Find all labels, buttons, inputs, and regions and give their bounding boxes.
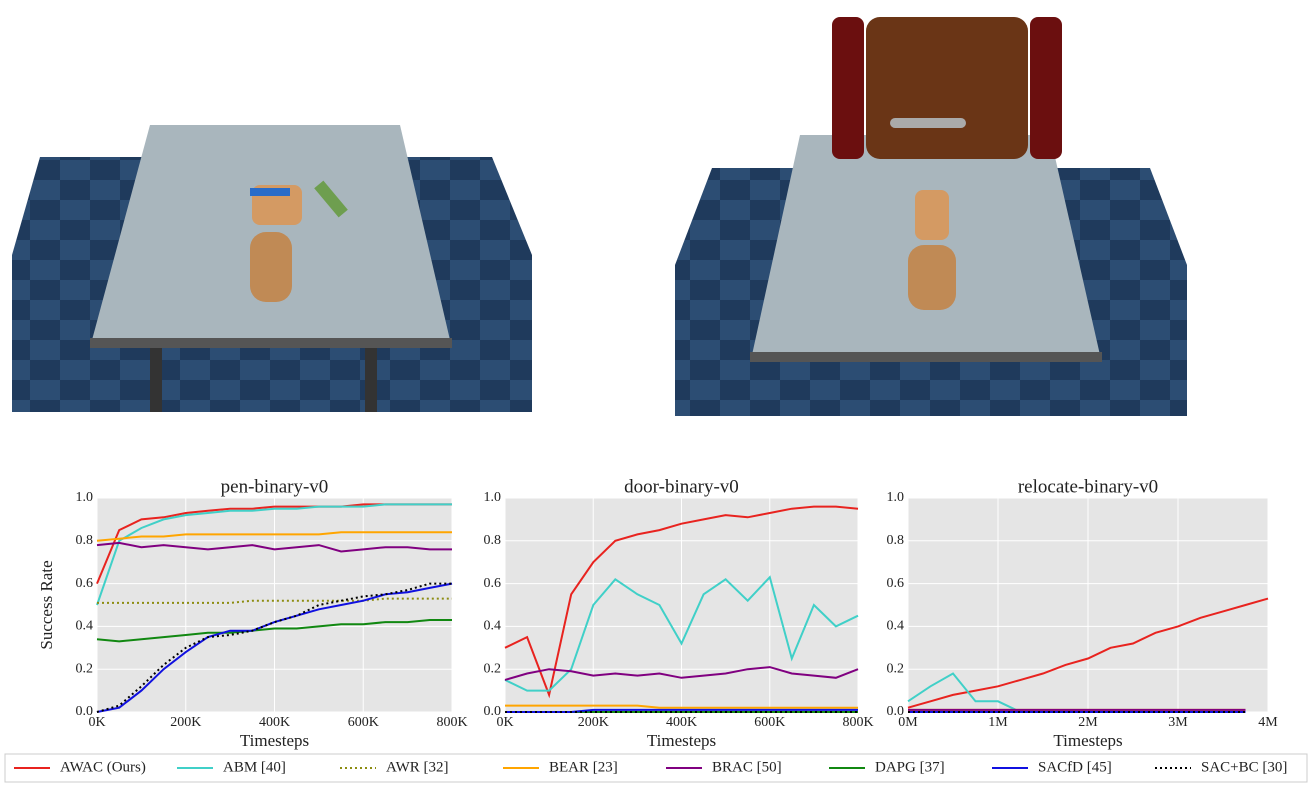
x-tick-label: 800K [436, 715, 467, 730]
x-tick-label: 600K [754, 715, 785, 730]
chart-title: door-binary-v0 [624, 476, 739, 497]
legend-label: DAPG [37] [875, 759, 945, 775]
y-tick-label: 0.8 [484, 533, 502, 548]
x-tick-label: 0K [88, 715, 105, 730]
chart-title: pen-binary-v0 [221, 476, 329, 497]
y-tick-label: 0.2 [484, 661, 502, 676]
y-tick-label: 0.4 [484, 619, 502, 634]
y-tick-label: 0.4 [887, 619, 905, 634]
x-tick-label: 200K [170, 715, 201, 730]
x-axis-label: Timesteps [1053, 731, 1122, 750]
x-tick-label: 3M [1168, 715, 1188, 730]
y-tick-label: 0.6 [484, 576, 502, 591]
x-tick-label: 0M [898, 715, 918, 730]
x-tick-label: 1M [988, 715, 1008, 730]
y-axis-label: Success Rate [37, 560, 56, 649]
y-tick-label: 0.2 [76, 661, 94, 676]
legend-label: AWAC (Ours) [60, 759, 146, 775]
x-tick-label: 400K [259, 715, 290, 730]
y-tick-label: 0.6 [887, 576, 905, 591]
x-tick-label: 200K [578, 715, 609, 730]
y-tick-label: 0.8 [887, 533, 905, 548]
door-scene [675, 17, 1187, 416]
legend-label: ABM [40] [223, 759, 286, 775]
legend-label: BEAR [23] [549, 759, 618, 775]
pen-scene [12, 125, 532, 412]
figure: 0.00.20.40.60.81.00K200K400K600K800Kpen-… [0, 0, 1312, 786]
y-tick-label: 1.0 [887, 490, 905, 505]
y-tick-label: 1.0 [484, 490, 502, 505]
legend-label: BRAC [50] [712, 759, 782, 775]
legend-label: AWR [32] [386, 759, 449, 775]
x-axis-label: Timesteps [240, 731, 309, 750]
x-axis-label: Timesteps [647, 731, 716, 750]
y-tick-label: 0.6 [76, 576, 94, 591]
x-tick-label: 2M [1078, 715, 1098, 730]
y-tick-label: 0.8 [76, 533, 94, 548]
legend-label: SACfD [45] [1038, 759, 1112, 775]
x-tick-label: 400K [666, 715, 697, 730]
x-tick-label: 4M [1258, 715, 1278, 730]
legend-label: SAC+BC [30] [1201, 759, 1287, 775]
chart-title: relocate-binary-v0 [1018, 476, 1158, 497]
y-tick-label: 1.0 [76, 490, 94, 505]
x-tick-label: 0K [496, 715, 513, 730]
x-tick-label: 800K [842, 715, 873, 730]
y-tick-label: 0.2 [887, 661, 905, 676]
y-tick-label: 0.4 [76, 619, 94, 634]
x-tick-label: 600K [348, 715, 379, 730]
